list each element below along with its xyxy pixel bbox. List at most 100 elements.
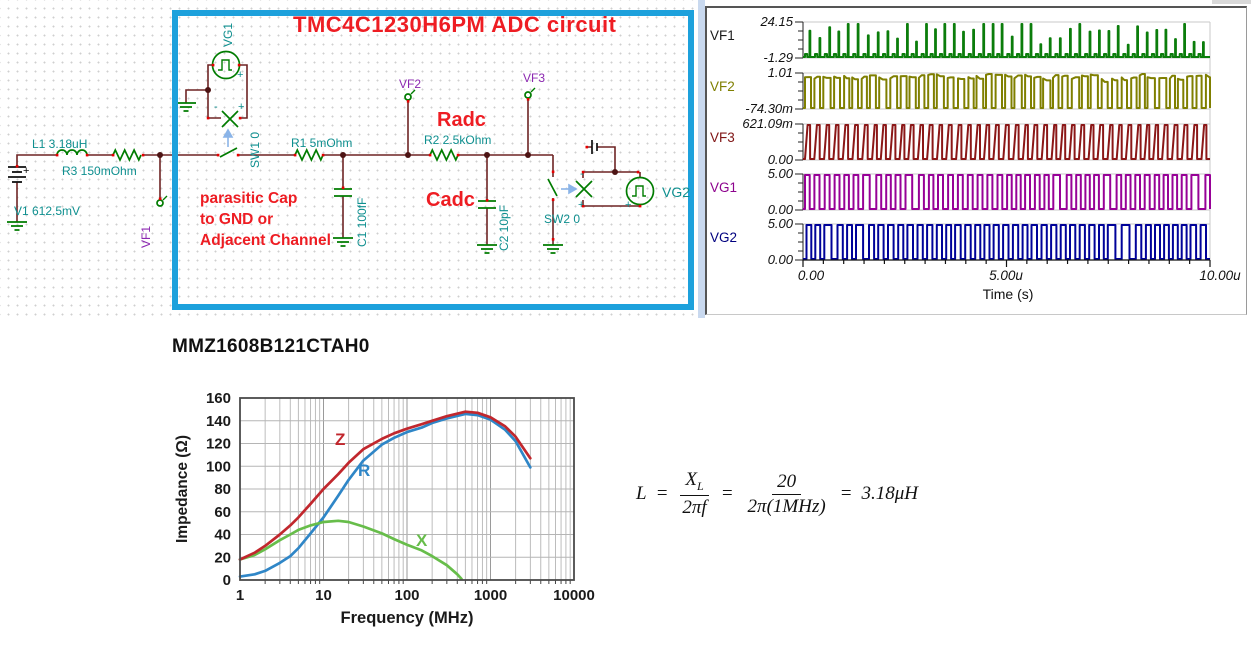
- channel-min-VF1: -1.29: [763, 50, 793, 65]
- label-c1: C1 100fF: [355, 197, 369, 247]
- waveform-plot: VF1 24.15 -1.29 VF2 1.01 -74.30m VF3 621.09m 0.0…: [710, 14, 1241, 302]
- y-axis-VF2: [795, 72, 804, 110]
- chart-series-label-Z: Z: [335, 430, 345, 449]
- chart-series-R: [238, 412, 532, 578]
- time-tick-label: 10.00u: [1199, 268, 1241, 283]
- chart-grid: [240, 398, 574, 580]
- chart-series-Z: [238, 410, 532, 561]
- label-radc: Radc: [437, 109, 486, 131]
- note-line-3: Adjacent Channel: [200, 232, 331, 249]
- label-vg2: VG2: [662, 184, 691, 200]
- channel-name-VG1: VG1: [710, 180, 737, 195]
- chart-x-tick-label: 10000: [553, 587, 595, 604]
- chart-frame: [239, 397, 575, 581]
- label-r1: R1 5mOhm: [291, 136, 353, 150]
- channel-min-VG1: 0.00: [768, 202, 794, 217]
- svg-text:-: -: [580, 168, 584, 180]
- waveform-trace-VF2: [803, 73, 1211, 109]
- label-vg1: VG1: [221, 22, 235, 47]
- formula-den2: 2π(1MHz): [747, 495, 826, 517]
- schematic-drawing: +: [7, 50, 655, 254]
- pin-marks: [15, 63, 642, 241]
- chart-x-tick-label: 1000: [474, 587, 507, 604]
- chart-y-tick-label: 80: [214, 481, 231, 498]
- chart-x-tick-label: 1: [236, 587, 244, 604]
- note-line-2: to GND or: [200, 211, 274, 228]
- v1-plus-sign: +: [23, 165, 29, 177]
- formula-eq1: =: [655, 483, 669, 504]
- svg-text:+: +: [625, 199, 631, 211]
- channel-min-VF2: -74.30m: [745, 101, 793, 116]
- channel-max-VF3: 621.09m: [742, 116, 793, 131]
- chart-series-label-R: R: [358, 461, 370, 480]
- label-v1: V1 612.5mV: [14, 204, 81, 218]
- waveform-panel: VF1 24.15 -1.29 VF2 1.01 -74.30m VF3 621.09m 0.0…: [698, 0, 1251, 318]
- y-axis-VF1: [795, 21, 804, 59]
- chart-y-tick-label: 60: [214, 504, 231, 521]
- channel-min-VF3: 0.00: [768, 152, 794, 167]
- chart-y-tick-label: 40: [214, 527, 231, 544]
- channel-max-VG1: 5.00: [768, 166, 794, 181]
- note-line-1: parasitic Cap: [200, 190, 298, 207]
- formula-fraction-2: 20 2π(1MHz): [743, 471, 831, 518]
- formula-den1: 2πf: [682, 496, 707, 518]
- label-vf1: VF1: [139, 225, 153, 248]
- formula-result: 3.18μH: [861, 483, 919, 504]
- switch-arrows: [222, 128, 578, 195]
- y-axis-VF3: [795, 123, 804, 161]
- chart-x-axis-label: Frequency (MHz): [341, 609, 474, 627]
- label-vf3: VF3: [523, 71, 546, 85]
- channel-name-VG2: VG2: [710, 230, 737, 245]
- parasitic-note: parasitic Cap to GND or Adjacent Channel: [200, 188, 331, 251]
- formula-eq2: =: [720, 483, 734, 504]
- waveform-trace-VF3: [803, 124, 1210, 160]
- channel-max-VF1: 24.15: [759, 14, 793, 29]
- formula-num2: 20: [772, 471, 802, 495]
- time-axis: [802, 259, 1211, 267]
- waveform-panel-scrollbar[interactable]: [698, 0, 705, 318]
- label-l1: L1 3.18uH: [32, 137, 88, 151]
- channel-min-VG2: 0.00: [768, 252, 794, 267]
- channel-name-VF2: VF2: [710, 79, 735, 94]
- chart-y-tick-label: 100: [206, 458, 231, 475]
- junction-dots: [157, 87, 618, 175]
- highlight-rectangle: [172, 10, 694, 310]
- impedance-plot: 0 20 40 60 80 100 120 140 160 1 10 100 1000 10000 Impe…: [174, 390, 595, 627]
- label-cadc: Cadc: [426, 189, 475, 211]
- channel-max-VF2: 1.01: [768, 65, 793, 80]
- window-edge: [1212, 0, 1251, 4]
- waveform-trace-VF1: [803, 23, 1210, 58]
- waveform-trace-VG1: [803, 174, 1211, 210]
- schematic-canvas[interactable]: +: [0, 0, 705, 320]
- chart-y-tick-label: 140: [206, 413, 231, 430]
- svg-text:+: +: [578, 199, 584, 211]
- svg-text:+: +: [237, 69, 243, 81]
- channel-name-VF3: VF3: [710, 130, 735, 145]
- chart-y-tick-label: 0: [223, 572, 231, 589]
- channel-max-VG2: 5.00: [768, 216, 794, 231]
- label-r3: R3 150mOhm: [62, 164, 137, 178]
- time-axis-label: Time (s): [983, 286, 1034, 302]
- y-axis-VG1: [795, 173, 804, 211]
- chart-x-tick-label: 10: [315, 587, 332, 604]
- label-sw1: SW1 0: [248, 131, 262, 168]
- chart-y-tick-label: 20: [214, 549, 231, 566]
- chart-title: MMZ1608B121CTAH0: [172, 336, 370, 357]
- schematic-title: TMC4C1230H6PM ADC circuit: [293, 12, 617, 37]
- label-sw2: SW2 0: [544, 212, 581, 226]
- time-tick-label: 0.00: [798, 268, 825, 283]
- formula-eq3: =: [839, 483, 853, 504]
- svg-text:-: -: [214, 101, 218, 113]
- chart-y-tick-label: 160: [206, 390, 231, 407]
- formula-lhs: L: [636, 483, 647, 504]
- chart-x-tick-label: 100: [394, 587, 419, 604]
- polarity-marks: + - + - + +: [214, 69, 631, 211]
- chart-series-label-X: X: [416, 531, 428, 550]
- y-axis-VG2: [795, 223, 804, 261]
- time-tick-label: 5.00u: [989, 268, 1023, 283]
- channel-name-VF1: VF1: [710, 28, 735, 43]
- waveform-trace-VG2: [803, 224, 1210, 260]
- label-vf2: VF2: [399, 77, 422, 91]
- chart-series-X: [238, 519, 463, 581]
